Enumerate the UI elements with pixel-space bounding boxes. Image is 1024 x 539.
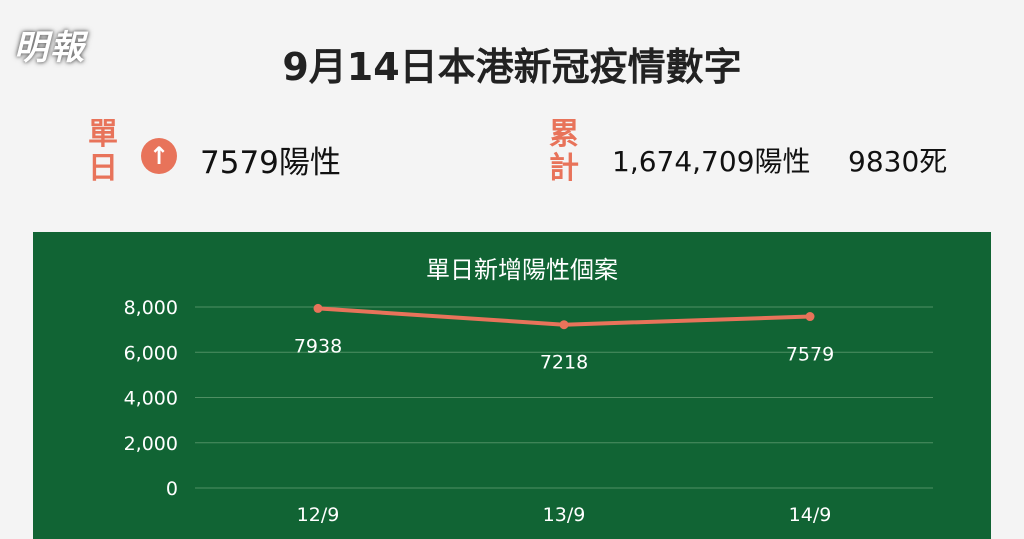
data-label: 7938 — [294, 335, 342, 357]
y-tick-label: 8,000 — [124, 297, 178, 319]
data-point — [313, 303, 323, 313]
x-tick-label: 12/9 — [297, 504, 340, 526]
y-tick-label: 6,000 — [124, 342, 178, 364]
data-point — [805, 312, 815, 322]
mingpao-logo: 明報 — [14, 28, 86, 68]
chart-title: 單日新增陽性個案 — [426, 256, 618, 284]
y-tick-label: 0 — [166, 478, 178, 500]
data-label: 7218 — [540, 352, 588, 374]
cumulative-deaths: 9830死 — [848, 145, 948, 178]
daily-label: 單日 — [88, 117, 118, 186]
x-tick-label: 14/9 — [789, 504, 832, 526]
daily-positive: 7579陽性 — [200, 145, 341, 181]
y-tick-label: 4,000 — [124, 388, 178, 410]
y-tick-label: 2,000 — [124, 433, 178, 455]
x-tick-label: 13/9 — [543, 504, 586, 526]
cumulative-label: 累計 — [549, 117, 579, 186]
data-label: 7579 — [786, 344, 834, 366]
page-title: 9月14日本港新冠疫情數字 — [282, 45, 742, 89]
arrow-up-circle-icon: ↑ — [141, 138, 177, 174]
data-point — [559, 320, 569, 330]
cumulative-positive: 1,674,709陽性 — [612, 145, 811, 178]
